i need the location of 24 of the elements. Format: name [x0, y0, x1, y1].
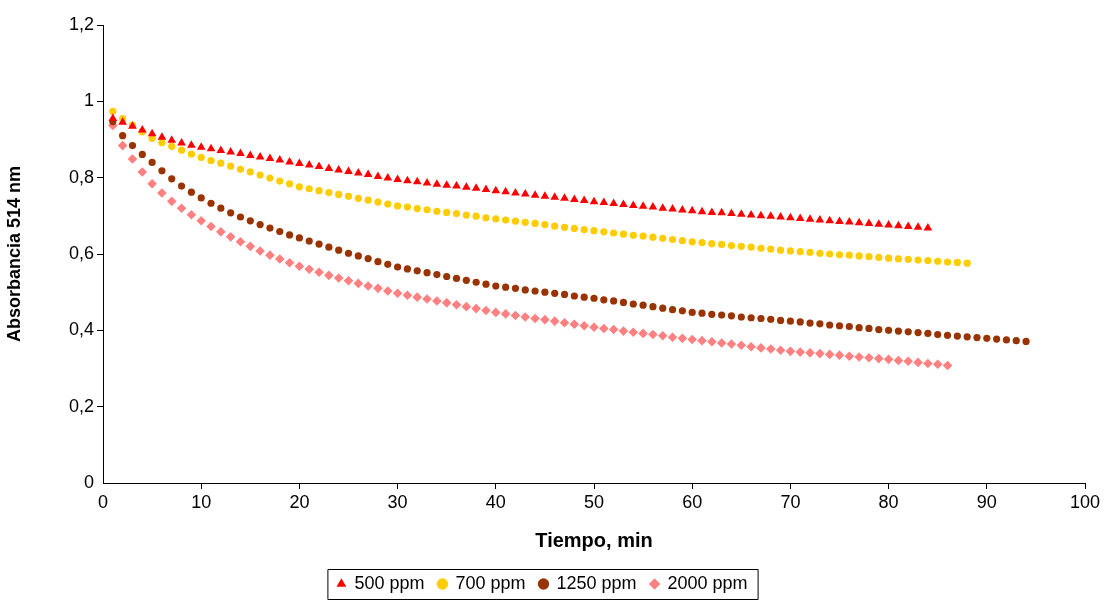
y-tick-label: 0 [83, 471, 94, 492]
y-tick-label: 1 [83, 90, 94, 111]
legend-label: 700 ppm [455, 572, 526, 593]
x-tick-label: 10 [191, 491, 212, 512]
x-tick-label: 70 [780, 491, 801, 512]
y-tick-label: 0,6 [68, 242, 94, 263]
legend-label: 500 ppm [354, 572, 425, 593]
y-tick-label: 1,2 [68, 13, 94, 34]
y-tick-label: 0,4 [68, 319, 94, 340]
y-tick-label: 0,2 [68, 395, 94, 416]
x-tick-label: 80 [878, 491, 899, 512]
x-axis-title: Tiempo, min [535, 528, 653, 551]
x-tick-label: 40 [485, 491, 506, 512]
legend-label: 2000 ppm [667, 572, 748, 593]
x-tick-label: 0 [97, 491, 109, 512]
x-tick-label: 90 [976, 491, 997, 512]
y-tick-label: 0,8 [68, 166, 94, 187]
y-axis-title: Absorbancia 514 nm [3, 165, 24, 343]
legend-label: 1250 ppm [556, 572, 637, 593]
x-tick-label: 100 [1069, 491, 1101, 512]
x-tick-label: 50 [583, 491, 605, 512]
x-tick-label: 60 [682, 491, 703, 512]
x-tick-label: 30 [387, 491, 408, 512]
x-tick-label: 20 [289, 491, 310, 512]
